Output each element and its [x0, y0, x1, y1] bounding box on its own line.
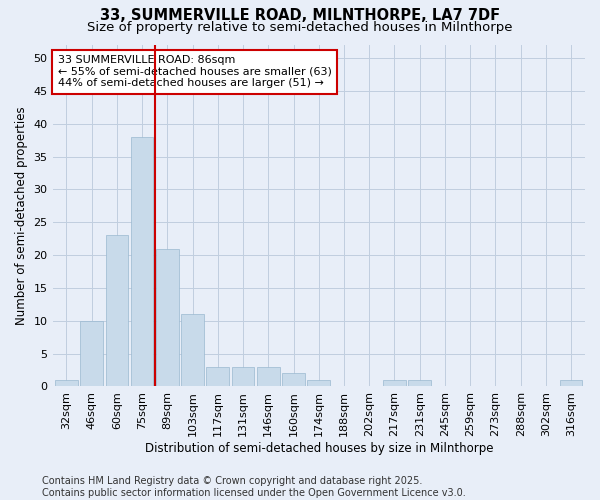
Text: Contains HM Land Registry data © Crown copyright and database right 2025.
Contai: Contains HM Land Registry data © Crown c…	[42, 476, 466, 498]
Bar	[106, 236, 128, 386]
Bar	[156, 248, 179, 386]
Bar	[232, 367, 254, 386]
Bar	[181, 314, 204, 386]
Y-axis label: Number of semi-detached properties: Number of semi-detached properties	[15, 106, 28, 325]
Bar	[131, 137, 154, 386]
Text: Size of property relative to semi-detached houses in Milnthorpe: Size of property relative to semi-detach…	[87, 21, 513, 34]
Bar	[80, 321, 103, 386]
Bar	[409, 380, 431, 386]
Bar	[206, 367, 229, 386]
Bar	[383, 380, 406, 386]
Bar	[282, 374, 305, 386]
Bar	[560, 380, 583, 386]
X-axis label: Distribution of semi-detached houses by size in Milnthorpe: Distribution of semi-detached houses by …	[145, 442, 493, 455]
Bar	[55, 380, 78, 386]
Text: 33, SUMMERVILLE ROAD, MILNTHORPE, LA7 7DF: 33, SUMMERVILLE ROAD, MILNTHORPE, LA7 7D…	[100, 8, 500, 22]
Bar	[307, 380, 330, 386]
Bar	[257, 367, 280, 386]
Text: 33 SUMMERVILLE ROAD: 86sqm
← 55% of semi-detached houses are smaller (63)
44% of: 33 SUMMERVILLE ROAD: 86sqm ← 55% of semi…	[58, 55, 332, 88]
